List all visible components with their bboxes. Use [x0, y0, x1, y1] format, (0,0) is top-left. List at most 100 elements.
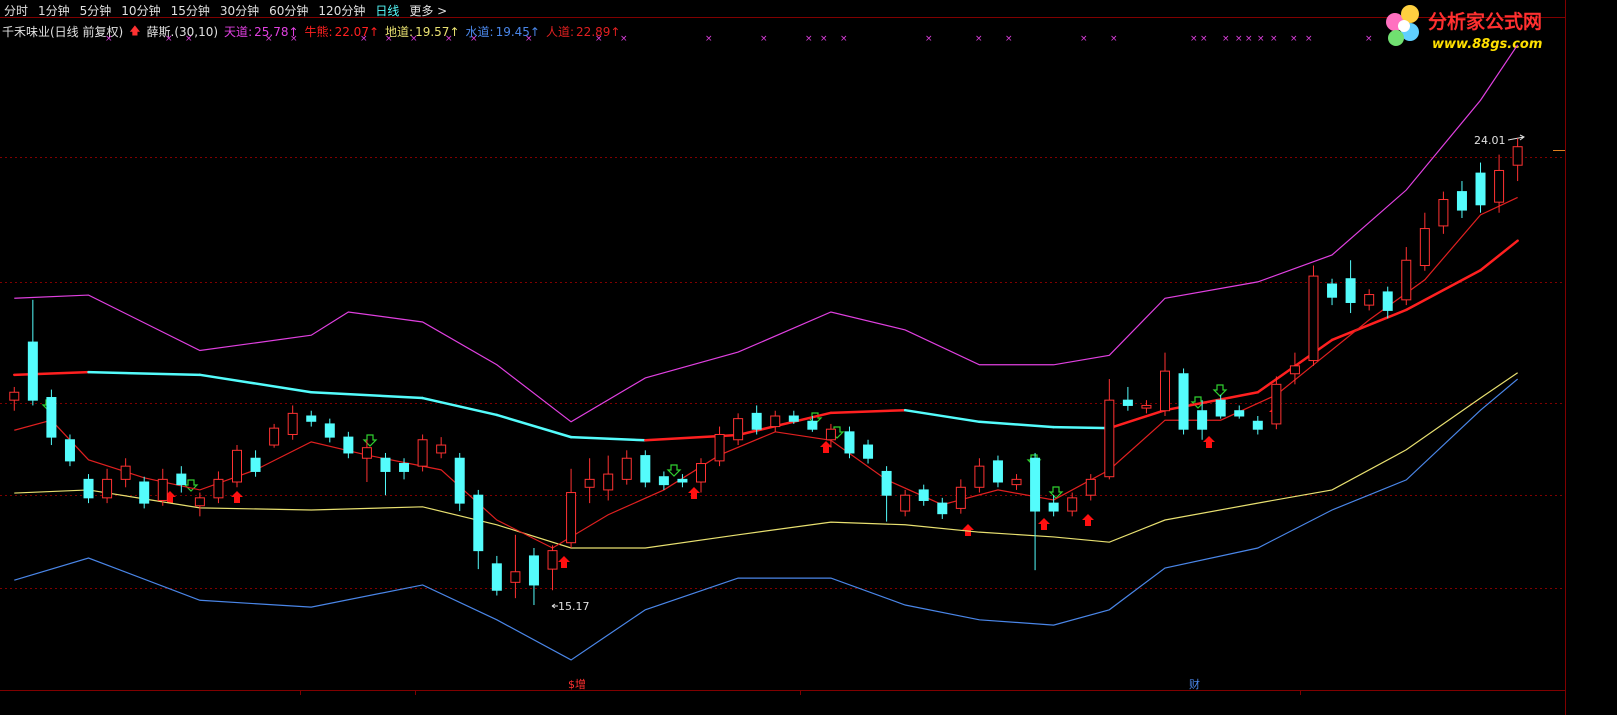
trend-segment	[1108, 408, 1167, 430]
buy-arrow	[688, 487, 700, 499]
candle-body	[1104, 399, 1115, 478]
signal-cross: ×	[820, 34, 828, 44]
timeframe-tab[interactable]: 30分钟	[219, 4, 260, 18]
candle-body	[1475, 172, 1486, 206]
candle-body	[213, 478, 224, 499]
signal-cross: ×	[105, 34, 113, 44]
sell-arrow	[666, 464, 682, 477]
candle-body	[139, 481, 150, 504]
trend-segment	[87, 370, 202, 377]
candle-body	[566, 492, 577, 544]
candle-body	[714, 433, 725, 462]
sell-arrow	[1048, 486, 1064, 499]
candle-body	[510, 571, 521, 583]
candle-body	[9, 391, 20, 401]
candle-body	[881, 470, 892, 496]
candle-body	[454, 457, 465, 504]
sell-arrow	[1212, 384, 1228, 397]
candle-body	[1494, 169, 1505, 203]
trend-segment	[978, 420, 1055, 429]
indicator-line	[14, 372, 1518, 549]
signal-cross: ×	[620, 34, 628, 44]
timeframe-tab[interactable]: 更多 >	[409, 4, 448, 18]
candle-body	[1234, 410, 1245, 417]
readout-value: 22.07	[335, 25, 379, 39]
timeframe-tab[interactable]: 60分钟	[269, 4, 309, 18]
indicator-line	[14, 44, 1519, 423]
candle-body	[102, 478, 113, 499]
signal-cross: ×	[185, 34, 193, 44]
readout-value: 25.78	[254, 25, 298, 39]
timeframe-tab[interactable]: 5分钟	[79, 4, 112, 18]
timeframe-tab[interactable]: 分时	[4, 4, 29, 18]
candle-body	[343, 436, 354, 454]
candle-body	[380, 457, 391, 472]
candle-body	[176, 473, 187, 486]
high-label: 24.01	[1474, 134, 1506, 147]
readout: 天道25.78	[224, 23, 298, 40]
candle-body	[528, 555, 539, 586]
candle-body	[974, 465, 985, 488]
signal-cross: ×	[1110, 34, 1118, 44]
indicator-legend: 千禾味业(日线 前复权) 🡅 薛斯.(30,10) 天道25.78 牛熊22.07…	[2, 22, 620, 41]
candle-body	[27, 341, 38, 401]
signal-cross: ×	[1257, 34, 1265, 44]
signal-cross: ×	[840, 34, 848, 44]
signal-cross: ×	[385, 34, 393, 44]
candle-body	[361, 447, 372, 459]
timeframe-tab[interactable]: 15分钟	[170, 4, 210, 18]
candle-body	[825, 428, 836, 441]
buy-arrow	[1203, 436, 1215, 448]
trend-segment	[1330, 308, 1408, 342]
buy-arrow	[962, 524, 974, 536]
candle-body	[1215, 399, 1226, 417]
candle-body	[1289, 365, 1300, 375]
timeframe-tab[interactable]: 120分钟	[318, 4, 366, 18]
candle-body	[1382, 291, 1393, 311]
candle-body	[287, 412, 298, 435]
grid	[0, 157, 1565, 589]
candle-body	[696, 463, 706, 483]
candle-body	[1308, 275, 1319, 362]
stock-title: 千禾味业(日线 前复权)	[2, 25, 124, 39]
candle-body	[1122, 399, 1133, 406]
readout-value: 19.45	[496, 25, 540, 39]
signal-cross: ×	[1200, 34, 1208, 44]
candle-body	[1512, 146, 1523, 166]
signal-cross: ×	[805, 34, 813, 44]
candle-body	[399, 463, 410, 472]
candle-body	[844, 431, 855, 454]
signal-cross: ×	[1080, 34, 1088, 44]
signal-cross: ×	[470, 34, 478, 44]
timeframe-tab[interactable]: 日线	[375, 4, 400, 18]
candle-body	[306, 415, 317, 422]
candle-body	[751, 412, 762, 430]
timeframe-tab[interactable]: 1分钟	[38, 4, 70, 18]
candle-body	[733, 418, 744, 441]
candle-body	[547, 550, 558, 570]
signal-cross: ×	[525, 34, 533, 44]
candle-body	[157, 478, 168, 501]
candle-body	[1197, 410, 1208, 430]
readout: 水道19.45	[466, 23, 540, 40]
signal-cross: ×	[360, 34, 368, 44]
trend-segment	[1479, 239, 1519, 272]
timeframe-tab[interactable]: 10分钟	[121, 4, 161, 18]
readout: 人道22.89	[546, 23, 620, 40]
candle-body	[232, 449, 242, 483]
timeframe-tabs: 分时 1分钟 5分钟 10分钟 15分钟 30分钟 60分钟 120分钟 日线 更多 >	[4, 2, 447, 19]
candle-body	[1456, 191, 1467, 211]
candle-body	[677, 478, 688, 483]
candle-body	[250, 457, 261, 472]
trend-segment	[421, 396, 499, 417]
candle-body	[1271, 383, 1282, 425]
candle-body	[1030, 457, 1041, 512]
candle-body	[120, 465, 131, 480]
signal-cross: ×	[975, 34, 983, 44]
indicator-line	[14, 378, 1519, 661]
logo-petal	[1388, 30, 1404, 46]
candle-body	[1048, 502, 1059, 512]
candle-body	[1364, 294, 1375, 306]
candle-body	[918, 489, 929, 501]
